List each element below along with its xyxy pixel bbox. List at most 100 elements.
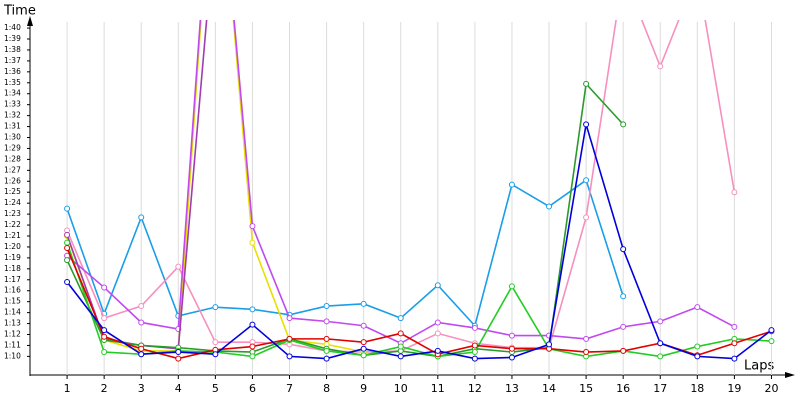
point <box>101 327 108 334</box>
series-line <box>66 178 624 328</box>
point <box>175 263 182 270</box>
point <box>175 355 182 362</box>
point <box>101 333 108 340</box>
y-tick-label: 1:34 <box>4 89 21 98</box>
y-tick-label: 1:40 <box>4 23 21 32</box>
y-tick-label: 1:13 <box>4 319 21 328</box>
y-tick-label: 1:26 <box>4 176 21 185</box>
x-tick-label: 7 <box>286 382 293 395</box>
y-tick-label: 1:23 <box>4 209 21 218</box>
point <box>64 257 71 264</box>
x-tick-label: 13 <box>505 382 519 395</box>
point <box>434 347 441 354</box>
point <box>508 332 515 339</box>
x-tick-label: 6 <box>249 382 256 395</box>
point <box>286 353 293 360</box>
y-tick-label: 1:32 <box>4 111 21 120</box>
y-tick-label: 1:22 <box>4 220 21 229</box>
point <box>323 347 330 354</box>
point <box>249 239 256 246</box>
y-tick-label: 1:18 <box>4 264 21 273</box>
point <box>694 304 701 311</box>
point <box>212 351 219 358</box>
point <box>657 353 664 360</box>
point <box>731 189 738 196</box>
series-line <box>66 242 772 358</box>
y-axis-arrow <box>27 16 33 26</box>
point <box>397 315 404 322</box>
y-tick-label: 1:31 <box>4 122 21 131</box>
point <box>249 306 256 313</box>
series-line <box>66 124 772 360</box>
y-tick-label: 1:27 <box>4 165 21 174</box>
point <box>360 345 367 352</box>
point <box>434 319 441 326</box>
y-tick-label: 1:36 <box>4 67 21 76</box>
point <box>620 121 627 128</box>
point <box>249 353 256 360</box>
x-tick-label: 1 <box>64 382 71 395</box>
point <box>657 318 664 325</box>
point <box>471 349 478 356</box>
point <box>471 355 478 362</box>
series <box>64 239 775 360</box>
y-tick-label: 1:20 <box>4 242 21 251</box>
point <box>360 339 367 346</box>
y-tick-label: 1:19 <box>4 253 21 262</box>
y-tick-label: 1:30 <box>4 133 21 142</box>
point <box>546 203 553 210</box>
point <box>175 349 182 356</box>
y-tick-label: 1:33 <box>4 100 21 109</box>
point <box>249 321 256 328</box>
point <box>138 303 145 310</box>
point <box>286 315 293 322</box>
point <box>694 343 701 350</box>
y-tick-label: 1:14 <box>4 308 21 317</box>
point <box>434 282 441 289</box>
point <box>434 330 441 337</box>
point <box>249 223 256 230</box>
point <box>138 319 145 326</box>
y-tick-label: 1:21 <box>4 231 21 240</box>
x-tick-label: 15 <box>579 382 593 395</box>
x-tick-label: 18 <box>690 382 704 395</box>
point <box>138 345 145 352</box>
x-tick-label: 11 <box>431 382 445 395</box>
point <box>286 335 293 342</box>
y-tick-label: 1:39 <box>4 34 21 43</box>
point <box>657 340 664 347</box>
point <box>546 341 553 348</box>
y-tick-label: 1:29 <box>4 143 21 152</box>
x-tick-label: 16 <box>616 382 630 395</box>
point <box>212 304 219 311</box>
point <box>64 231 71 238</box>
grid <box>66 22 772 375</box>
y-tick-label: 1:11 <box>4 340 21 349</box>
point <box>731 323 738 330</box>
x-tick-label: 19 <box>727 382 741 395</box>
point <box>731 340 738 347</box>
point <box>583 349 590 356</box>
x-tick-label: 10 <box>394 382 408 395</box>
point <box>323 318 330 325</box>
y-tick-label: 1:37 <box>4 56 21 65</box>
point <box>768 327 775 334</box>
point <box>397 343 404 350</box>
y-tick-label: 1:10 <box>4 351 21 360</box>
point <box>101 315 108 322</box>
point <box>360 300 367 307</box>
y-tick-label: 1:17 <box>4 275 21 284</box>
point <box>360 322 367 329</box>
x-tick-label: 17 <box>653 382 667 395</box>
point <box>731 355 738 362</box>
point <box>508 354 515 361</box>
y-tick-label: 1:28 <box>4 154 21 163</box>
series <box>64 80 627 360</box>
point <box>583 335 590 342</box>
point <box>323 355 330 362</box>
point <box>397 353 404 360</box>
point <box>471 324 478 331</box>
series-line <box>66 247 772 360</box>
